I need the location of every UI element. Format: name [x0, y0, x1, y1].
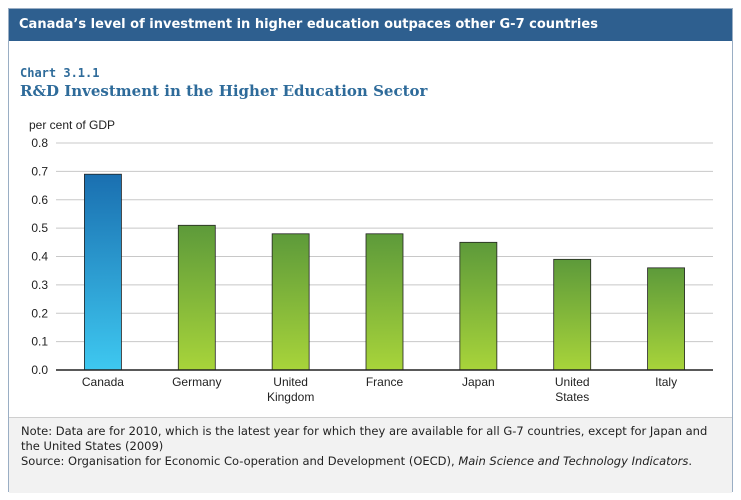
y-tick-label: 0.0 [31, 363, 48, 377]
y-tick-label: 0.3 [31, 278, 48, 292]
x-tick-label: Germany [172, 375, 221, 389]
y-tick-label: 0.1 [31, 335, 48, 349]
x-tick-label: Kingdom [267, 390, 314, 404]
bar [553, 258, 592, 371]
x-tick-label: Japan [462, 375, 495, 389]
x-tick-label: United [273, 375, 308, 389]
x-tick-label: States [555, 390, 589, 404]
y-axis-label: per cent of GDP [29, 118, 115, 132]
y-tick-label: 0.2 [31, 306, 48, 320]
y-tick-label: 0.8 [31, 136, 48, 150]
y-tick-label: 0.6 [31, 193, 48, 207]
x-tick-label: Italy [655, 375, 677, 389]
banner-heading: Canada’s level of investment in higher e… [9, 9, 732, 41]
y-tick-label: 0.4 [31, 250, 48, 264]
chart-title: R&D Investment in the Higher Education S… [20, 82, 428, 100]
bar [271, 233, 310, 371]
y-tick-label: 0.5 [31, 221, 48, 235]
bar [459, 241, 498, 371]
source-note: Source: Organisation for Economic Co-ope… [21, 454, 720, 469]
source-title: Main Science and Technology Indicators [458, 454, 689, 468]
source-suffix: . [688, 454, 693, 468]
x-tick-label: Canada [82, 375, 124, 389]
chart-panel: Canada’s level of investment in higher e… [8, 8, 733, 493]
bar [84, 173, 122, 371]
data-note: Note: Data are for 2010, which is the la… [21, 424, 708, 453]
x-tick-label: United [555, 375, 590, 389]
y-tick-label: 0.7 [31, 164, 48, 178]
bar [177, 224, 216, 371]
x-tick-label: France [366, 375, 404, 389]
source-prefix: Source: Organisation for Economic Co-ope… [21, 454, 459, 468]
notes-panel: Note: Data are for 2010, which is the la… [9, 417, 732, 493]
bar [365, 233, 404, 371]
chart-number: Chart 3.1.1 [20, 66, 100, 80]
bar [647, 267, 685, 371]
